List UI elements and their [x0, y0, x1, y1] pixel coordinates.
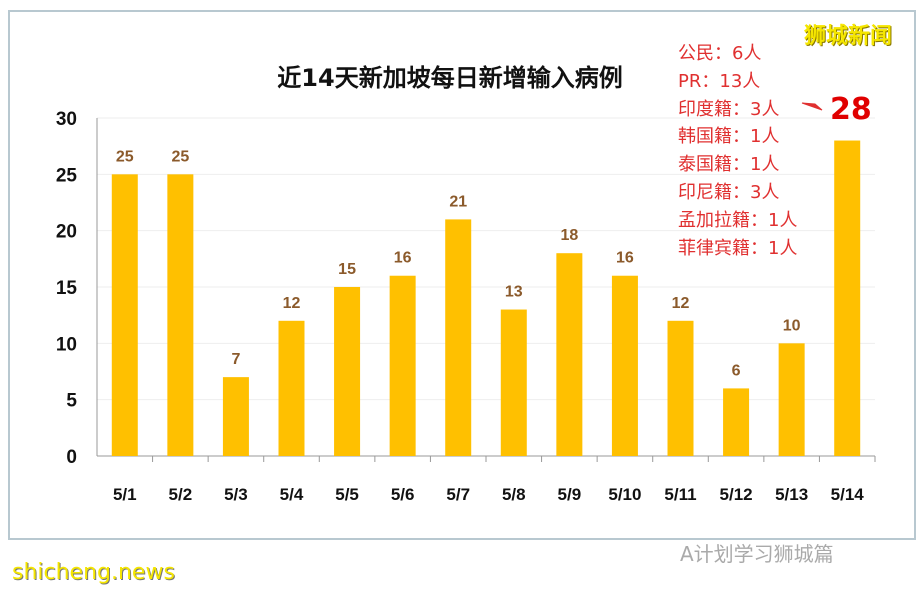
bar — [222, 377, 249, 456]
breakdown-item: 韩国籍：1人 — [678, 126, 780, 148]
data-label: 6 — [732, 362, 741, 379]
x-tick-label: 5/4 — [280, 485, 304, 504]
x-tick-label: 5/2 — [169, 485, 193, 504]
bar — [500, 309, 527, 456]
breakdown-item: 泰国籍：1人 — [678, 154, 780, 176]
bar — [445, 219, 472, 456]
data-label: 15 — [338, 261, 356, 278]
x-tick-label: 5/11 — [664, 485, 696, 504]
y-tick-label: 25 — [56, 165, 78, 186]
bar — [556, 253, 583, 456]
watermark: shicheng.news — [12, 560, 175, 585]
data-label: 21 — [449, 193, 467, 210]
x-tick-label: 5/3 — [224, 485, 248, 504]
y-tick-label: 0 — [66, 447, 77, 468]
highlight-value: 28 — [830, 92, 872, 127]
x-tick-label: 5/5 — [335, 485, 359, 504]
y-tick-label: 10 — [56, 334, 77, 355]
x-tick-label: 5/8 — [502, 485, 526, 504]
bar — [167, 174, 194, 457]
bar — [667, 320, 694, 456]
bar — [611, 275, 638, 456]
bar — [111, 174, 138, 457]
bar — [278, 320, 305, 456]
y-tick-label: 30 — [56, 109, 77, 130]
bar — [389, 275, 416, 456]
data-label: 10 — [783, 317, 801, 334]
data-label: 13 — [505, 284, 523, 301]
bar — [723, 388, 750, 456]
breakdown-item: 孟加拉籍：1人 — [678, 209, 798, 231]
bar — [334, 287, 361, 456]
brand-logo: 狮城新闻 — [804, 24, 893, 49]
y-tick-label: 5 — [66, 391, 77, 412]
breakdown-item: PR：13人 — [678, 70, 761, 92]
x-tick-label: 5/14 — [831, 485, 865, 504]
x-tick-label: 5/1 — [113, 485, 137, 504]
data-label: 16 — [616, 250, 634, 267]
arrow-icon — [801, 102, 823, 111]
breakdown-item: 公民：6人 — [678, 43, 762, 64]
chart-title: 近14天新加坡每日新增输入病例 — [277, 64, 623, 92]
x-tick-label: 5/6 — [391, 485, 415, 504]
data-label: 25 — [116, 148, 134, 165]
breakdown-item: 菲律宾籍：1人 — [678, 237, 798, 259]
y-tick-label: 15 — [56, 278, 78, 299]
x-tick-label: 5/12 — [720, 485, 753, 504]
source-label: A计划学习狮城篇 — [680, 542, 834, 566]
data-label: 7 — [231, 351, 240, 368]
x-tick-label: 5/7 — [446, 485, 470, 504]
x-tick-label: 5/9 — [558, 485, 582, 504]
x-tick-label: 5/13 — [775, 485, 808, 504]
data-label: 16 — [394, 250, 412, 267]
data-label: 25 — [171, 148, 189, 165]
breakdown-item: 印度籍：3人 — [678, 98, 780, 120]
data-label: 12 — [283, 295, 301, 312]
y-tick-label: 20 — [56, 222, 77, 243]
bar — [778, 343, 805, 456]
data-label: 12 — [672, 295, 690, 312]
x-tick-label: 5/10 — [608, 485, 641, 504]
breakdown-item: 印尼籍：3人 — [678, 181, 780, 203]
bar — [834, 140, 861, 457]
data-label: 18 — [560, 227, 578, 244]
breakdown-list: 公民：6人 PR：13人 印度籍：3人 韩国籍：1人 泰国籍：1人 印尼籍：3人… — [678, 40, 797, 262]
